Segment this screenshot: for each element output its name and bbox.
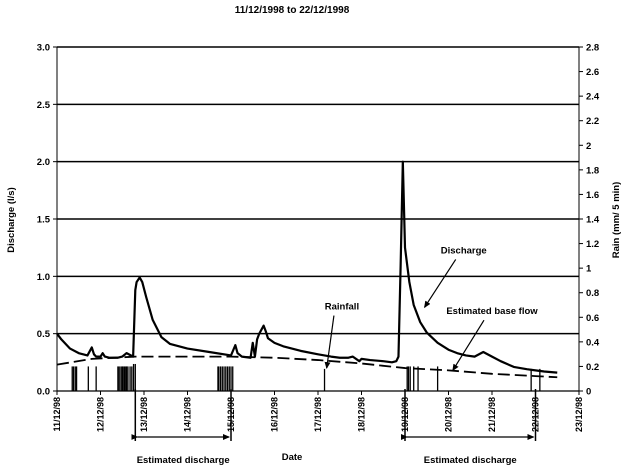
y-right-tick-label: 2.6 <box>586 67 599 78</box>
y-right-tick-label: 0.4 <box>586 337 600 348</box>
chart-title: 11/12/1998 to 22/12/1998 <box>235 5 350 16</box>
y-right-tick-label: 2.8 <box>586 43 599 54</box>
annotation-arrow <box>424 259 457 309</box>
y-left-tick-label: 2.0 <box>37 157 50 168</box>
bracket-label: Estimated discharge <box>137 455 230 466</box>
y-right-tick-label: 2.2 <box>586 116 599 127</box>
x-tick-label: 16/12/98 <box>270 397 280 432</box>
base-flow-line <box>56 355 558 379</box>
y-right-tick-label: 0.6 <box>586 313 599 324</box>
annotation-label: Discharge <box>441 245 487 256</box>
y-right-tick-label: 1.6 <box>586 190 599 201</box>
y-right-tick-label: 1.8 <box>586 165 599 176</box>
annotation-arrow <box>452 319 485 372</box>
annotation-label: Estimated base flow <box>446 306 538 317</box>
x-tick-label: 11/12/98 <box>52 397 62 432</box>
x-tick-label: 14/12/98 <box>183 397 193 432</box>
x-axis-label: Date <box>282 452 303 463</box>
y-right-tick-label: 1 <box>586 264 592 275</box>
x-tick-label: 17/12/98 <box>313 397 323 432</box>
y-right-tick-label: 0.8 <box>586 288 599 299</box>
x-tick-label: 20/12/98 <box>444 397 454 432</box>
annotation-label: Rainfall <box>325 302 359 313</box>
x-tick-label: 18/12/98 <box>357 397 367 432</box>
annotation-arrow <box>324 315 335 370</box>
x-tick-label: 21/12/98 <box>487 397 497 432</box>
y-right-tick-label: 2.4 <box>586 92 600 103</box>
y-axis-right-label: Rain (mm/ 5 min) <box>611 182 622 259</box>
y-left-tick-label: 2.5 <box>37 100 51 111</box>
y-right-tick-label: 2 <box>586 141 591 152</box>
discharge-line <box>56 160 558 374</box>
y-left-tick-label: 1.0 <box>37 272 50 283</box>
y-left-tick-label: 1.5 <box>37 215 51 226</box>
y-left-tick-label: 0.5 <box>37 329 51 340</box>
x-tick-label: 13/12/98 <box>139 397 149 432</box>
y-right-tick-label: 0 <box>586 387 591 398</box>
y-left-tick-label: 0.0 <box>37 387 50 398</box>
y-right-tick-label: 0.2 <box>586 362 599 373</box>
y-right-tick-label: 1.2 <box>586 239 599 250</box>
x-tick-label: 23/12/98 <box>574 397 584 432</box>
y-right-tick-label: 1.4 <box>586 215 600 226</box>
bracket-label: Estimated discharge <box>424 455 517 466</box>
x-tick-label: 12/12/98 <box>96 397 106 432</box>
plot-area: 0.0 0.5 1.0 1.5 2.0 2.5 3.0 0 0.2 0.4 0.6 0.8 1 1.2 1.… <box>37 43 600 467</box>
y-left-tick-label: 3.0 <box>37 43 50 54</box>
y-axis-left-label: Discharge (l/s) <box>6 187 17 252</box>
